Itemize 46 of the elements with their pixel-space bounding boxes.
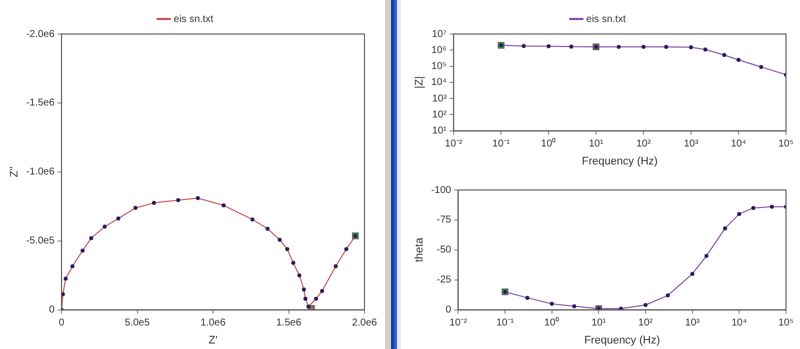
x-axis-title: Frequency (Hz) — [584, 334, 660, 346]
y-tick-label: -1.5e6 — [26, 98, 55, 109]
y-tick-label: 10⁶ — [431, 44, 447, 56]
y-axis-title: |Z| — [414, 76, 426, 89]
y-tick-label: 0 — [446, 304, 452, 316]
x-tick-label: 10⁴ — [731, 318, 747, 329]
x-tick-label: 10³ — [685, 318, 700, 329]
x-tick-label: 5.0e5 — [124, 318, 150, 329]
x-tick-label: 10¹ — [591, 318, 607, 329]
x-tick-label: 10⁵ — [778, 318, 794, 329]
x-axis-title: Z' — [208, 334, 218, 346]
x-tick-label: 10⁻¹ — [492, 138, 510, 150]
x-tick-label: 10⁴ — [730, 138, 746, 150]
x-tick-label: 10⁵ — [778, 138, 794, 150]
x-tick-label: 1.5e6 — [276, 318, 302, 329]
y-tick-label: 10² — [432, 109, 448, 120]
legend-label: eis sn.txt — [586, 14, 626, 25]
y-tick-label: -25 — [436, 274, 452, 286]
x-tick-label: 10² — [636, 138, 652, 150]
y-tick-label: -5.0e5 — [26, 236, 55, 247]
y-tick-label: 0 — [48, 304, 55, 316]
x-tick-label: 10² — [638, 318, 654, 329]
x-tick-label: 0 — [58, 318, 65, 329]
y-tick-label: 10³ — [432, 93, 448, 104]
x-tick-label: 10⁻¹ — [496, 318, 514, 329]
x-tick-label: 2.0e6 — [352, 318, 378, 329]
y-tick-label: -1.0e6 — [26, 166, 55, 178]
x-tick-label: 10⁰ — [541, 138, 556, 150]
x-tick-label: 10¹ — [588, 138, 604, 150]
y-axis-title: Z'' — [8, 166, 21, 178]
y-tick-label: 10⁵ — [431, 61, 447, 72]
y-tick-label: 10¹ — [432, 126, 448, 137]
y-tick-label: -75 — [436, 214, 452, 226]
x-tick-label: 10³ — [684, 138, 699, 150]
x-tick-label: 10⁻² — [449, 318, 468, 329]
legend-label: eis sn.txt — [174, 14, 214, 25]
y-tick-label: -2.0e6 — [26, 28, 55, 40]
y-tick-label: 10⁴ — [431, 77, 447, 88]
x-tick-label: 10⁻² — [444, 138, 464, 150]
y-tick-label: -50 — [436, 244, 452, 256]
x-tick-label: 10⁰ — [544, 316, 560, 329]
y-axis-title: theta — [414, 236, 426, 262]
x-tick-label: 1.0e6 — [200, 318, 226, 329]
y-tick-label: 10⁷ — [432, 28, 447, 40]
y-tick-label: -100 — [431, 184, 452, 196]
x-axis-title: Frequency (Hz) — [582, 155, 658, 168]
